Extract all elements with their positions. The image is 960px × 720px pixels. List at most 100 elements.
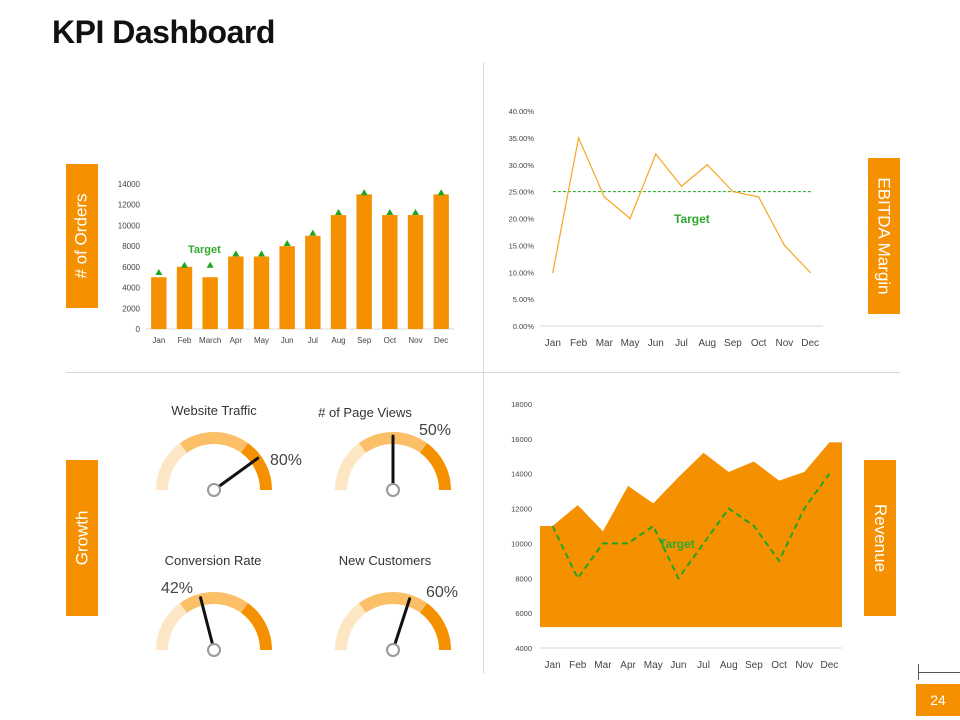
ebitda-point [680,185,683,188]
gauge-value: 42% [161,580,193,597]
revenue-area [540,442,842,628]
revenue-xtick-label: Aug [720,660,738,671]
revenue-xtick-label: Sep [745,660,763,671]
revenue-ytick-label: 8000 [515,574,532,583]
orders-xtick-label: May [254,336,269,345]
gauge-needle [199,596,216,652]
revenue-ytick-label: 12000 [511,505,532,514]
ebitda-point [577,137,580,139]
revenue-section-label-text: Revenue [871,503,890,573]
page-title: KPI Dashboard [52,14,275,50]
orders-target-marker [258,250,265,257]
revenue-ytick-label: 4000 [515,644,532,653]
ebitda-point [654,153,657,155]
revenue-xtick-label: Apr [620,660,636,671]
revenue-xtick-label: Nov [795,660,813,671]
gauge-band [241,443,272,490]
orders-bar [279,246,295,329]
orders-xtick-label: Jan [152,336,165,345]
orders-xtick-label: March [199,336,221,345]
revenue-target-label: Target [659,537,695,551]
revenue-xtick-label: Mar [594,660,612,671]
ebitda-point [757,196,760,198]
ebitda-xtick-label: Aug [698,338,716,349]
ebitda-ytick-label: 10.00% [509,268,535,277]
orders-xtick-label: Sep [357,336,372,345]
gauge-hub [386,643,400,657]
orders-target-marker [309,229,317,236]
revenue-xtick-label: Feb [569,660,587,671]
revenue-xtick-label: Oct [771,660,787,671]
orders-bar [356,194,372,329]
growth-section-label-text: Growth [72,510,92,566]
ebitda-point [706,163,709,166]
gauge-hub [207,483,221,497]
gauge-band [335,443,366,490]
orders-xtick-label: Nov [408,336,422,345]
orders-bar [151,277,167,329]
growth-section-label: Growth [66,460,98,616]
gauge-hub [386,483,400,497]
gauge-value: 80% [270,452,302,469]
ebitda-series-line [552,135,811,273]
gauge-band [335,603,366,650]
revenue-ytick-label: 16000 [511,435,532,444]
gauge-band [358,592,428,613]
orders-bar [228,256,244,329]
orders-ytick-label: 4000 [122,284,140,293]
ebitda-point [783,244,786,247]
ebitda-xtick-label: Feb [570,338,588,349]
orders-target-marker [206,261,214,268]
orders-target-label: Target [188,244,221,256]
orders-xtick-label: Feb [178,336,192,345]
ebitda-ytick-label: 30.00% [509,161,535,170]
ebitda-point [552,271,554,274]
revenue-section-label: Revenue [864,460,896,616]
ebitda-point [603,196,606,198]
ebitda-xtick-label: Nov [776,338,794,349]
ebitda-point [629,217,631,220]
ebitda-ytick-label: 35.00% [509,134,535,143]
gauge-label: New Customers [339,553,432,568]
revenue-ytick-label: 6000 [515,609,532,618]
gauge-label: Conversion Rate [165,553,262,568]
gauge-band [156,443,187,490]
ebitda-xtick-label: Dec [801,338,819,349]
revenue-xtick-label: Jan [545,660,561,671]
orders-xtick-label: Jun [281,336,294,345]
ebitda-ytick-label: 0.00% [513,322,535,331]
ebitda-section-label-text: EBITDA Margin [875,177,894,295]
orders-target-marker [412,208,419,215]
corner-tick [918,664,919,680]
page-number: 24 [916,684,960,716]
orders-target-marker [335,208,342,215]
orders-ytick-label: 14000 [118,180,141,189]
orders-xtick-label: Jul [308,336,318,345]
ebitda-point [809,271,811,274]
gauge-value: 60% [426,584,458,601]
orders-target-marker [283,240,291,247]
ebitda-point [732,190,734,193]
orders-target-marker [360,189,368,196]
orders-section-label: # of Orders [66,164,98,308]
gauge-band [420,443,451,490]
orders-bar [305,235,321,329]
ebitda-xtick-label: Sep [724,338,742,349]
ebitda-section-label: EBITDA Margin [868,158,900,314]
ebitda-ytick-label: 40.00% [509,107,535,116]
ebitda-ytick-label: 20.00% [509,215,535,224]
gauge-band [179,432,249,453]
gauge-label: Website Traffic [171,403,257,418]
gauge-band [241,603,272,650]
revenue-ytick-label: 10000 [511,539,532,548]
revenue-xtick-label: Dec [821,660,839,671]
gauge-hub [207,643,221,657]
orders-bar [407,215,424,329]
orders-ytick-label: 2000 [122,304,140,313]
orders-bar [176,266,193,329]
orders-xtick-label: Dec [434,336,448,345]
ebitda-xtick-label: May [621,338,640,349]
revenue-xtick-label: May [644,660,663,671]
orders-ytick-label: 0 [136,325,141,334]
orders-ytick-label: 12000 [118,201,141,210]
